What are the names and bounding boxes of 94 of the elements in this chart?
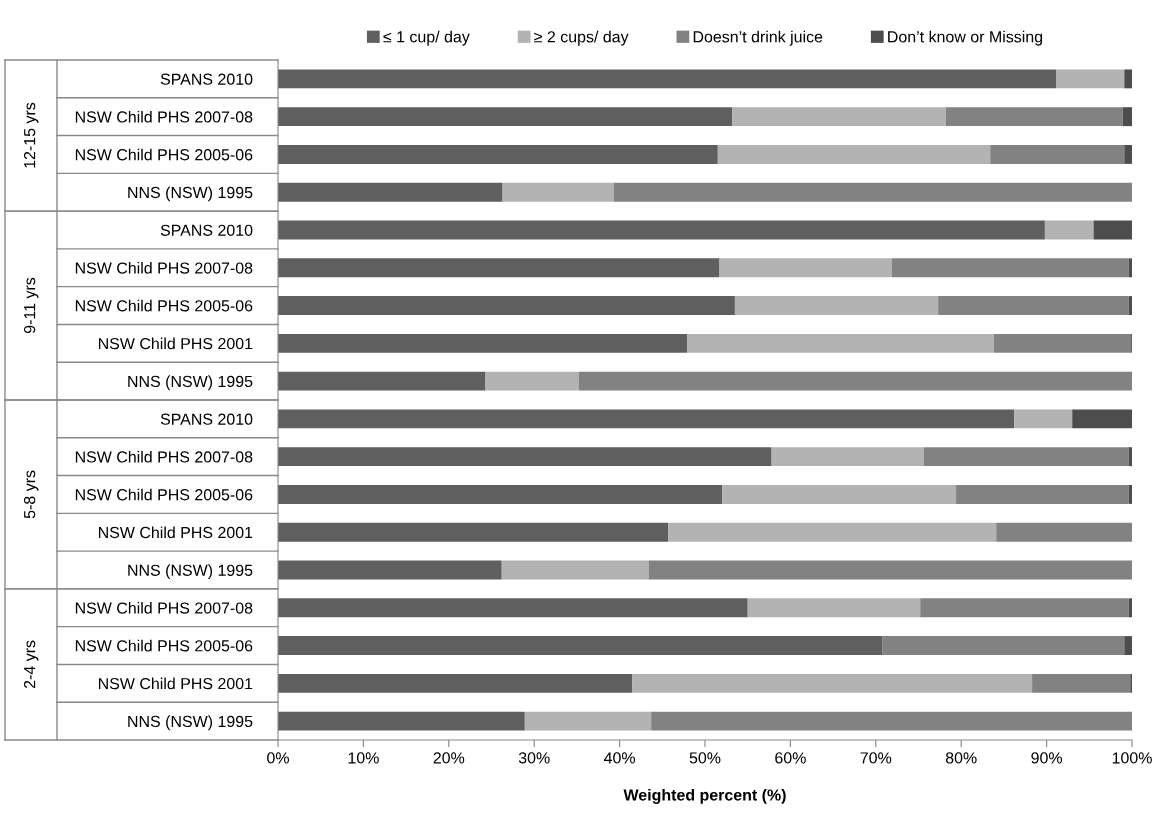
bar bbox=[651, 711, 1132, 731]
bar bbox=[1124, 69, 1132, 89]
y-tick-label: NSW Child PHS 2005-06 bbox=[75, 299, 253, 312]
bar bbox=[1122, 107, 1132, 127]
legend-label: Don’t know or Missing bbox=[888, 30, 1043, 46]
y-tick-label: NSW Child PHS 2007-08 bbox=[75, 110, 253, 123]
bar bbox=[278, 447, 772, 467]
y-tick-label: NSW Child PHS 2007-08 bbox=[75, 450, 253, 463]
bar bbox=[1124, 145, 1132, 164]
x-tick-label: 10% bbox=[348, 752, 379, 764]
text: 9-11 yrs bbox=[23, 277, 39, 334]
legend-label: ≤ 1 cup/ day bbox=[383, 30, 470, 46]
bar bbox=[278, 333, 688, 353]
y-tick-label: SPANS 2010 bbox=[160, 73, 253, 85]
bar bbox=[1055, 69, 1125, 89]
bar bbox=[990, 145, 1125, 164]
bar bbox=[771, 447, 924, 467]
bar bbox=[278, 560, 502, 580]
bar bbox=[613, 182, 1132, 202]
bar bbox=[687, 333, 994, 353]
x-tick-label: 50% bbox=[689, 752, 721, 764]
y-tick-label: NSW Child PHS 2007-08 bbox=[75, 601, 253, 614]
y-tick-label: NSW Child PHS 2007-08 bbox=[75, 261, 253, 274]
bar bbox=[996, 522, 1132, 542]
y-tick-label: NNS (NSW) 1995 bbox=[128, 186, 253, 202]
bar bbox=[524, 711, 652, 731]
bar bbox=[501, 560, 649, 580]
bar bbox=[1032, 673, 1131, 693]
bar bbox=[502, 182, 614, 202]
y-tick-label: NNS (NSW) 1995 bbox=[128, 564, 253, 580]
bar bbox=[278, 409, 1015, 429]
bar bbox=[1044, 220, 1094, 240]
bar bbox=[278, 673, 633, 693]
x-axis-title: Weighted percent (%) bbox=[623, 788, 786, 804]
bar bbox=[732, 107, 946, 127]
y-tick-label: NSW Child PHS 2001 bbox=[98, 677, 253, 690]
bar bbox=[1014, 409, 1073, 429]
bar bbox=[278, 145, 718, 164]
bar bbox=[278, 598, 748, 618]
x-tick-label: 90% bbox=[1031, 752, 1063, 764]
bar bbox=[278, 69, 1056, 89]
y-tick-label: NSW Child PHS 2005-06 bbox=[75, 488, 253, 501]
bar bbox=[632, 673, 1033, 693]
x-tick-label: 80% bbox=[945, 752, 977, 764]
y-tick-label: SPANS 2010 bbox=[160, 413, 253, 425]
x-tick-label: 30% bbox=[518, 752, 550, 764]
text: 5-8 yrs bbox=[23, 470, 39, 519]
legend-label: ≥ 2 cups/ day bbox=[534, 30, 629, 46]
bar bbox=[719, 258, 893, 278]
x-tick-label: 0% bbox=[267, 752, 289, 764]
bar bbox=[278, 296, 735, 315]
bar bbox=[668, 522, 997, 542]
bar bbox=[882, 636, 1125, 655]
x-tick-label: 70% bbox=[860, 752, 892, 764]
bar bbox=[938, 296, 1129, 315]
bar bbox=[717, 145, 991, 164]
y-tick-label: SPANS 2010 bbox=[160, 224, 253, 236]
bar bbox=[485, 371, 579, 391]
bar bbox=[278, 371, 486, 391]
bar bbox=[278, 182, 503, 202]
y-tick-label: NNS (NSW) 1995 bbox=[128, 375, 253, 391]
bar bbox=[1072, 409, 1132, 429]
bar bbox=[278, 636, 883, 655]
text: 2-4 yrs bbox=[23, 640, 39, 689]
bar bbox=[747, 598, 921, 618]
text: 12-15 yrs bbox=[23, 102, 39, 168]
bar bbox=[892, 258, 1129, 278]
y-tick-label: NSW Child PHS 2005-06 bbox=[75, 148, 253, 161]
y-tick-label: NSW Child PHS 2001 bbox=[98, 526, 253, 539]
bar bbox=[923, 447, 1129, 467]
bar bbox=[278, 522, 669, 542]
bar bbox=[945, 107, 1123, 127]
bar bbox=[578, 371, 1132, 391]
legend-label: Doesn’t drink juice bbox=[693, 30, 823, 46]
bar bbox=[993, 333, 1132, 353]
bar bbox=[278, 485, 723, 504]
bar bbox=[956, 485, 1129, 504]
bar bbox=[278, 258, 720, 278]
bar bbox=[278, 220, 1045, 240]
x-tick-label: 40% bbox=[603, 752, 636, 764]
y-tick-label: NNS (NSW) 1995 bbox=[128, 715, 253, 731]
y-tick-label: NSW Child PHS 2005-06 bbox=[75, 639, 253, 652]
x-tick-label: 100% bbox=[1112, 752, 1152, 764]
bar bbox=[722, 485, 957, 504]
y-tick-label: NSW Child PHS 2001 bbox=[98, 337, 253, 350]
bar bbox=[278, 107, 733, 127]
x-tick-label: 60% bbox=[775, 752, 806, 764]
bar bbox=[920, 598, 1129, 618]
bar bbox=[1093, 220, 1132, 240]
bar bbox=[734, 296, 939, 315]
bar bbox=[648, 560, 1132, 580]
bar bbox=[1124, 636, 1132, 655]
bar bbox=[278, 711, 525, 731]
x-tick-label: 20% bbox=[433, 752, 465, 764]
